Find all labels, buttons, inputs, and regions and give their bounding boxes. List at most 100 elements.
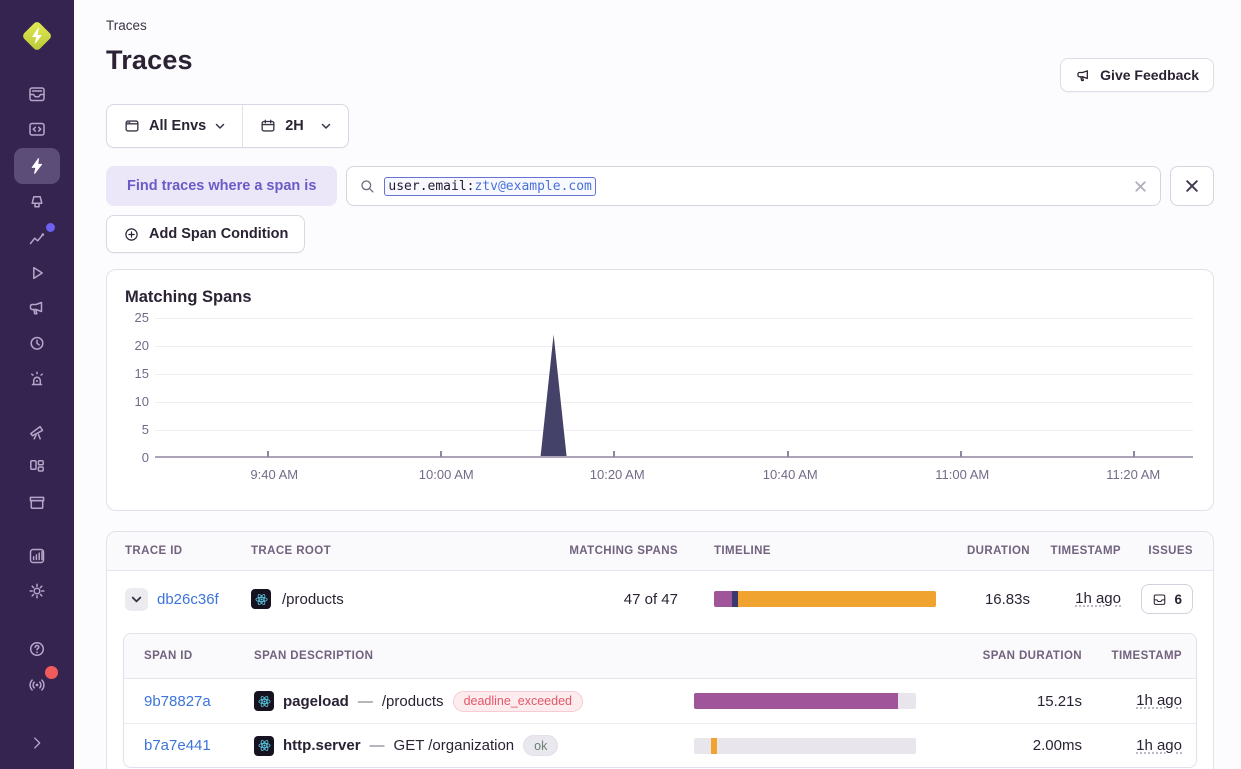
x-tick-label: 11:00 AM <box>935 467 990 482</box>
trace-id-link[interactable]: db26c36f <box>157 590 219 608</box>
calendar-icon <box>261 119 275 132</box>
sidebar-item-projects[interactable] <box>14 113 60 145</box>
trace-duration: 16.83s <box>984 590 1030 608</box>
sidebar-item-alerts[interactable] <box>14 362 60 394</box>
span-timestamp: 1h ago <box>1136 692 1182 709</box>
help-icon <box>29 641 45 657</box>
col-span-timestamp: TIMESTAMP <box>1111 650 1182 662</box>
collapse-trace-button[interactable] <box>125 587 148 611</box>
timeline-segment <box>694 693 899 709</box>
sidebar-item-whats-new[interactable] <box>14 666 60 701</box>
span-description: /products <box>381 692 444 710</box>
give-feedback-label: Give Feedback <box>1100 67 1199 83</box>
chevron-down-icon <box>321 123 331 129</box>
span-op: pageload <box>283 692 349 710</box>
sidebar-item-replays[interactable] <box>14 257 60 289</box>
x-tick-mark <box>440 451 443 457</box>
col-span-id: SPAN ID <box>144 650 193 662</box>
logo-icon <box>23 22 51 50</box>
alerts-siren-icon <box>31 371 43 386</box>
main-content: Traces Traces Give Feedback All Envs 2H … <box>74 0 1241 769</box>
dashboards-icon <box>30 460 44 472</box>
issues-icon <box>1154 593 1166 605</box>
condition-chip: Find traces where a span is <box>106 166 338 206</box>
col-matching-spans: MATCHING SPANS <box>569 545 678 557</box>
span-id-link[interactable]: 9b78827a <box>144 692 211 710</box>
megaphone-icon <box>1077 69 1089 81</box>
whats-new-broadcast-icon <box>29 679 45 691</box>
chart-x-axis: 9:40 AM 10:00 AM 10:20 AM 10:40 AM 11:00 AM 1… <box>163 458 1193 488</box>
col-issues: ISSUES <box>1148 545 1193 557</box>
trace-issues-button[interactable]: 6 <box>1141 584 1193 614</box>
traces-lightning-icon <box>31 158 42 174</box>
separator: — <box>369 737 385 754</box>
sidebar-item-feedback[interactable] <box>14 292 60 324</box>
sidebar-item-releases[interactable] <box>14 486 60 518</box>
time-range-filter[interactable]: 2H <box>243 105 348 147</box>
separator: — <box>357 692 373 710</box>
x-tick-label: 10:20 AM <box>589 467 645 482</box>
x-tick-mark <box>1132 451 1135 457</box>
span-timeline-bar <box>694 737 916 754</box>
sidebar-collapse-button[interactable] <box>14 727 60 759</box>
x-tick-label: 10:40 AM <box>762 467 818 482</box>
give-feedback-button[interactable]: Give Feedback <box>1060 58 1214 92</box>
span-condition-row: Find traces where a span is user.email: z… <box>106 166 1214 206</box>
breadcrumb[interactable]: Traces <box>106 18 147 33</box>
span-op: http.server <box>283 737 361 754</box>
whats-new-notification-dot <box>45 666 58 679</box>
timeline-segment <box>714 591 732 607</box>
sidebar-item-issues[interactable] <box>14 78 60 110</box>
trace-timeline-bar <box>714 591 936 607</box>
x-tick-label: 11:20 AM <box>1106 467 1161 482</box>
col-timeline: TIMELINE <box>714 545 771 557</box>
crons-clock-icon <box>30 336 44 350</box>
environment-filter-label: All Envs <box>149 118 207 134</box>
remove-condition-button[interactable] <box>1170 166 1214 206</box>
clear-search-icon[interactable] <box>1133 179 1148 194</box>
sidebar-item-crons[interactable] <box>14 327 60 359</box>
y-tick-label: 20 <box>134 338 149 353</box>
traces-table-header: TRACE ID TRACE ROOT MATCHING SPANS TIMEL… <box>107 532 1213 571</box>
sidebar-item-help[interactable] <box>14 633 60 665</box>
col-timestamp: TIMESTAMP <box>1050 545 1121 557</box>
filter-divider <box>242 105 244 147</box>
x-tick-mark <box>612 451 615 457</box>
span-timestamp: 1h ago <box>1136 736 1182 754</box>
chart-plot <box>155 318 1193 458</box>
discover-telescope-icon <box>30 425 44 440</box>
react-platform-icon <box>251 589 271 609</box>
span-search-bar[interactable]: user.email: ztv@example.com <box>346 166 1161 206</box>
sentry-spotlight-logo[interactable] <box>15 14 59 58</box>
page-title: Traces <box>106 45 193 75</box>
sidebar-item-profiling[interactable] <box>14 187 60 219</box>
token-value: ztv@example.com <box>474 178 592 194</box>
span-timeline-bar <box>694 693 916 709</box>
close-icon <box>1186 180 1198 192</box>
timeline-segment <box>731 591 738 607</box>
col-duration: DURATION <box>966 545 1030 557</box>
search-query-token[interactable]: user.email: ztv@example.com <box>384 176 596 196</box>
span-description: GET /organization <box>393 737 515 754</box>
y-tick-label: 15 <box>134 366 149 381</box>
span-id-link[interactable]: b7a7e441 <box>144 737 211 754</box>
sidebar-item-insights[interactable] <box>14 222 60 254</box>
sidebar-item-stats[interactable] <box>14 540 60 572</box>
trace-row: db26c36f /products 47 of 47 16.83s 1h ag… <box>107 571 1213 627</box>
replays-play-icon <box>33 266 43 280</box>
environment-filter[interactable]: All Envs <box>107 105 242 147</box>
span-row: 9b78827a pageload — /products deadline_e… <box>124 679 1196 723</box>
timeline-segment <box>710 737 717 754</box>
y-tick-label: 25 <box>134 310 149 325</box>
spans-subtable-header: SPAN ID SPAN DESCRIPTION SPAN DURATION T… <box>124 634 1196 679</box>
sidebar-item-traces[interactable] <box>14 148 60 184</box>
sidebar-item-settings[interactable] <box>14 575 60 607</box>
window-icon <box>125 120 139 132</box>
sidebar-item-discover[interactable] <box>14 416 60 448</box>
sidebar-bottom-group <box>14 633 60 759</box>
timeline-segment <box>737 591 936 607</box>
add-span-condition-button[interactable]: Add Span Condition <box>106 215 306 253</box>
sidebar-item-dashboards[interactable] <box>14 451 60 483</box>
chevron-right-icon <box>34 737 41 749</box>
span-status-badge: ok <box>523 735 559 756</box>
